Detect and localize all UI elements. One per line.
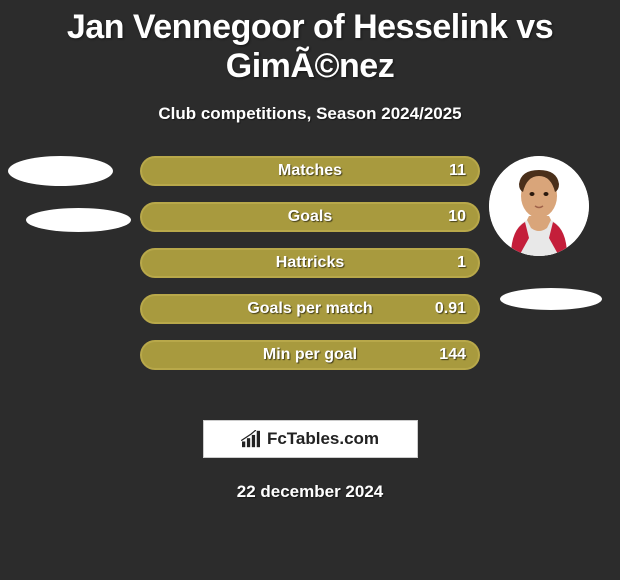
stat-label: Min per goal (263, 346, 357, 364)
stat-value-right: 11 (449, 162, 466, 180)
stats-column: Matches 11 Goals 10 Hattricks 1 Goals pe… (140, 156, 480, 386)
right-player-avatar-1 (489, 156, 589, 256)
stat-bar-hattricks: Hattricks 1 (140, 248, 480, 278)
stat-label: Goals per match (247, 300, 372, 318)
player-portrait-icon (489, 156, 589, 256)
left-player-avatar-1 (8, 156, 113, 186)
comparison-area: Matches 11 Goals 10 Hattricks 1 Goals pe… (0, 156, 620, 416)
stat-value-right: 10 (448, 208, 466, 226)
stat-bar-goals: Goals 10 (140, 202, 480, 232)
stat-label: Goals (288, 208, 332, 226)
left-player-avatar-2 (26, 208, 131, 232)
fctables-logo[interactable]: FcTables.com (203, 420, 418, 458)
stat-bar-matches: Matches 11 (140, 156, 480, 186)
stat-label: Hattricks (276, 254, 344, 272)
stat-label: Matches (278, 162, 342, 180)
stat-value-right: 1 (457, 254, 466, 272)
stat-value-right: 144 (439, 346, 466, 364)
subtitle: Club competitions, Season 2024/2025 (0, 104, 620, 124)
logo-text: FcTables.com (267, 429, 379, 449)
bar-chart-icon (241, 430, 261, 448)
comparison-infographic: Jan Vennegoor of Hesselink vs GimÃ©nez C… (0, 0, 620, 502)
right-player-avatar-2 (500, 288, 602, 310)
stat-value-right: 0.91 (435, 300, 466, 318)
stat-bar-min-per-goal: Min per goal 144 (140, 340, 480, 370)
page-title: Jan Vennegoor of Hesselink vs GimÃ©nez (0, 0, 620, 86)
date-text: 22 december 2024 (0, 482, 620, 502)
stat-bar-goals-per-match: Goals per match 0.91 (140, 294, 480, 324)
